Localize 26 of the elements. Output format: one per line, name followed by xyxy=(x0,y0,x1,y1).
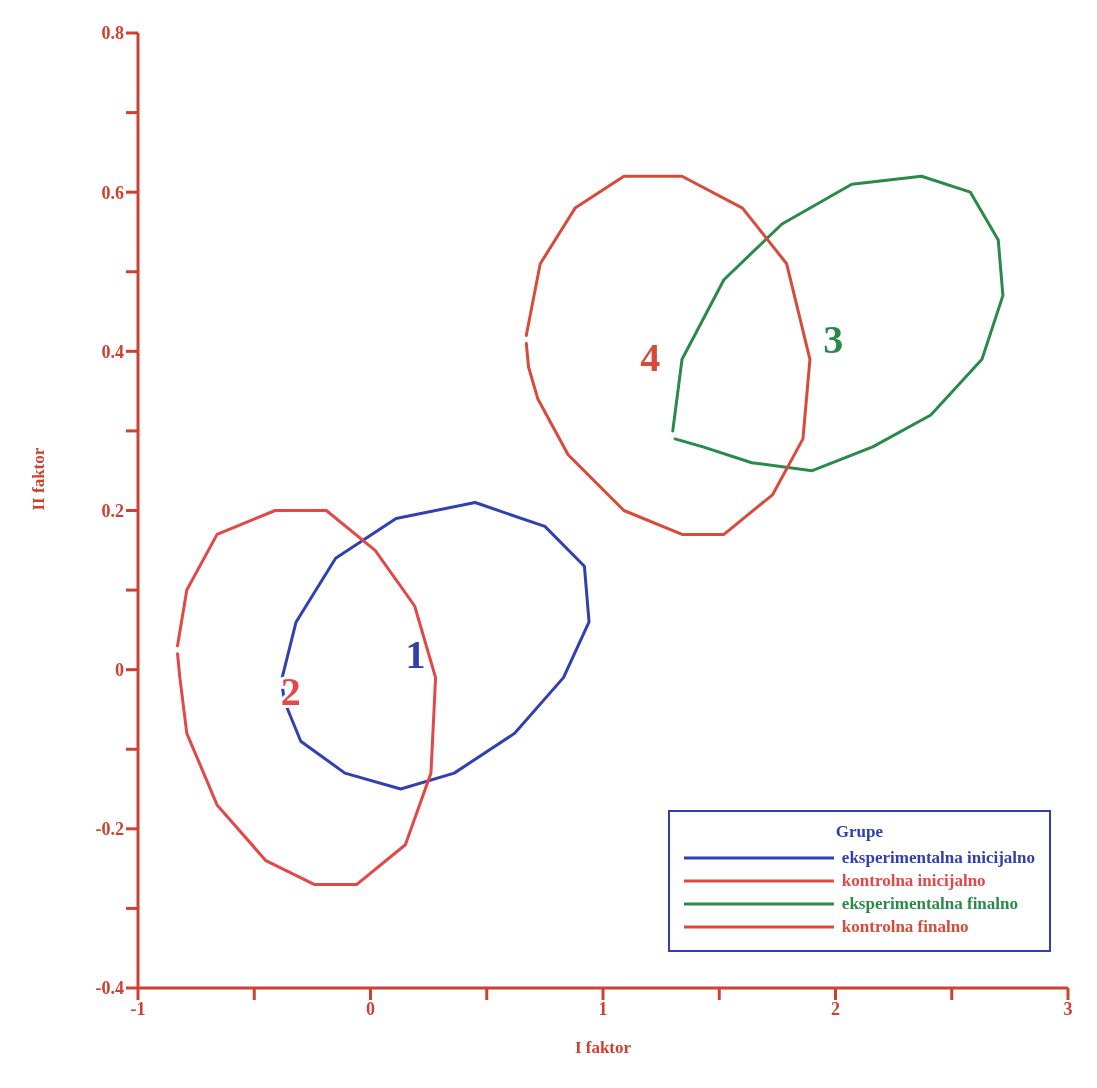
line-series xyxy=(671,174,1005,473)
line-series xyxy=(524,174,812,536)
line-series xyxy=(280,501,591,791)
y-tick-label: -0.2 xyxy=(95,819,124,840)
y-tick-label: -0.4 xyxy=(95,978,124,999)
x-tick-label: 2 xyxy=(831,998,840,1019)
x-axis-title: I faktor xyxy=(574,1038,632,1057)
x-tick-label: 3 xyxy=(1063,998,1073,1019)
x-tick-label: 1 xyxy=(598,998,608,1019)
text: eksperimentalna inicijalno xyxy=(841,848,1035,868)
y-tick-label: 0.6 xyxy=(101,182,124,203)
y-tick-label: 0.2 xyxy=(101,500,124,521)
text: eksperimentalna finalno xyxy=(841,894,1018,914)
x-tick-label: 0 xyxy=(366,998,375,1019)
text: kontrolna finalno xyxy=(841,917,969,937)
y-tick-label: 0 xyxy=(115,660,124,681)
y-tick-label: 0.8 xyxy=(101,23,124,44)
line-series xyxy=(176,509,438,887)
legend-title: Grupe xyxy=(834,822,885,842)
y-tick-label: 0.4 xyxy=(101,341,124,362)
y-axis-title: II faktor xyxy=(29,447,49,511)
annotation: 4 xyxy=(640,335,661,381)
x-tick-label: -1 xyxy=(130,998,146,1019)
annotation: 1 xyxy=(405,632,426,678)
text: kontrolna inicijalno xyxy=(841,871,986,891)
annotation: 3 xyxy=(823,317,844,363)
